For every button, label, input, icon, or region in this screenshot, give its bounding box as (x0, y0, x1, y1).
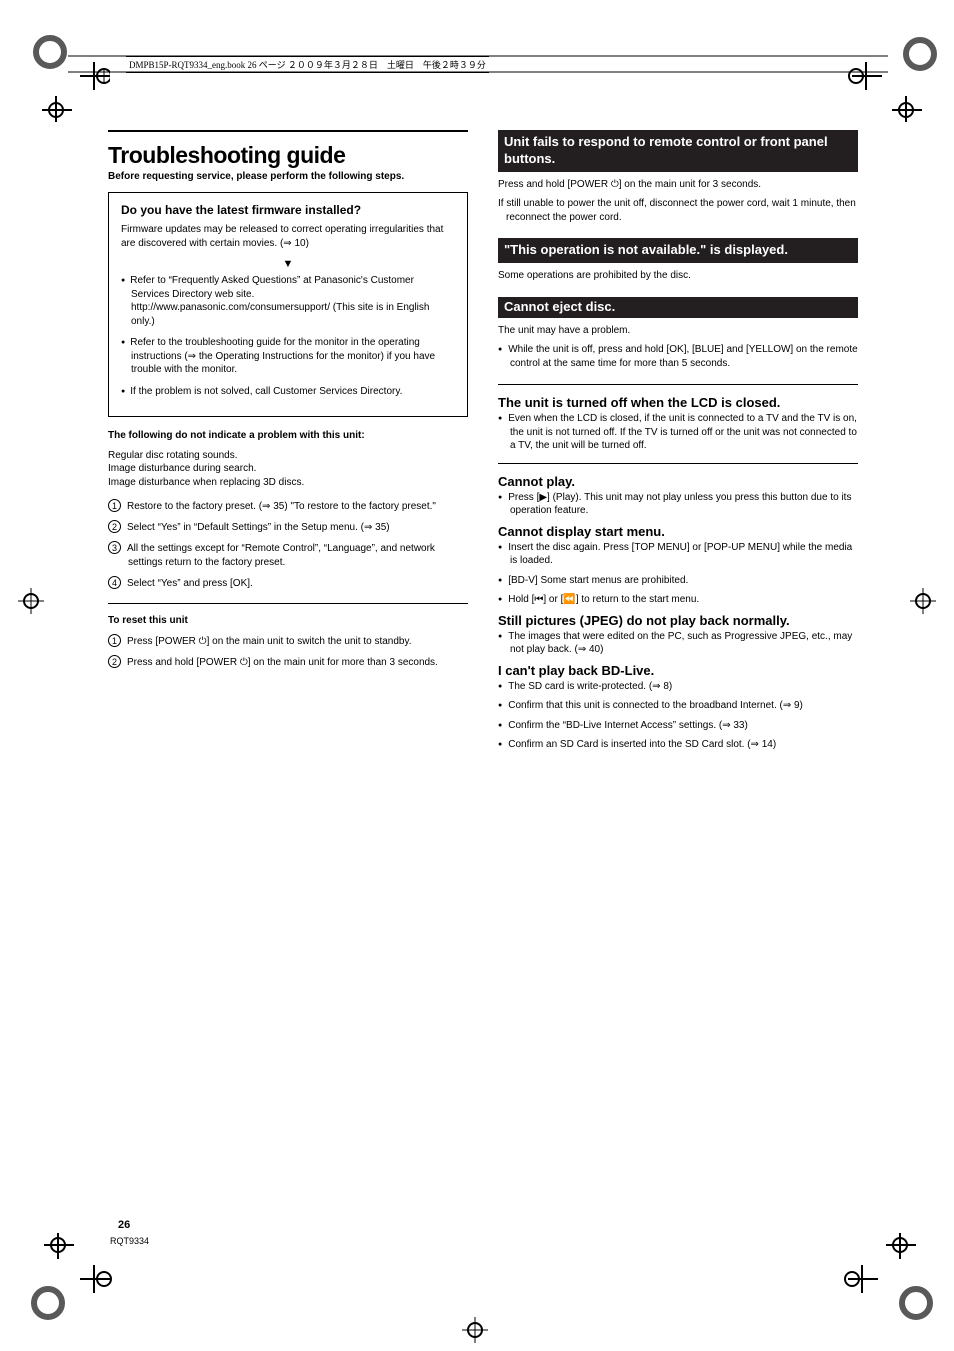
question: Cannot play. (498, 474, 858, 489)
dash-item: Image disturbance during search. (116, 462, 468, 476)
cropmark-bottom-center (460, 1315, 490, 1345)
band-heading: Cannot eject disc. (498, 297, 858, 318)
list-item: 1Restore to the factory preset. (⇒ 35) "… (108, 499, 468, 514)
cropmark-bottom-left (16, 1233, 116, 1323)
firmware-box: Do you have the latest firmware installe… (108, 192, 468, 417)
bullet-item: Even when the LCD is closed, if the unit… (498, 412, 858, 453)
bullet-item: Insert the disc again. Press [TOP MENU] … (498, 541, 858, 568)
step-text: All the settings except for “Remote Cont… (127, 543, 435, 568)
list-item: Refer to “Frequently Asked Questions” at… (121, 274, 455, 328)
box-heading: Do you have the latest firmware installe… (121, 203, 455, 217)
box-bullet-list: Refer to “Frequently Asked Questions” at… (121, 274, 455, 398)
band-body: Some operations are prohibited by the di… (498, 269, 858, 283)
box-arrow: ▼ (121, 258, 455, 270)
title-rule (108, 130, 468, 132)
list-item: Refer to the troubleshooting guide for t… (121, 336, 455, 377)
dash-item: If still unable to power the unit off, d… (506, 197, 858, 224)
section-subtitle: Before requesting service, please perfor… (108, 171, 468, 182)
step-text: Select “Yes” in “Default Settings” in th… (127, 522, 390, 533)
box-lead: Firmware updates may be released to corr… (121, 223, 455, 250)
cropmark-mid-left (16, 586, 46, 616)
question: Still pictures (JPEG) do not play back n… (498, 613, 858, 628)
divider (498, 463, 858, 464)
section-title: Troubleshooting guide (108, 142, 468, 169)
bullet-item: Hold [⏮] or [⏪] to return to the start m… (498, 593, 858, 607)
list-item: 2Select “Yes” in “Default Settings” in t… (108, 520, 468, 535)
step-text: Restore to the factory preset. (⇒ 35) "T… (127, 501, 436, 512)
not-problem-heading: The following do not indicate a problem … (108, 429, 468, 443)
right-column: Unit fails to respond to remote control … (498, 130, 858, 758)
step-text: Press and hold [POWER ⏻] on the main uni… (127, 657, 438, 668)
reset-steps: 1Restore to the factory preset. (⇒ 35) "… (108, 499, 468, 591)
question: Cannot display start menu. (498, 524, 858, 539)
bullet-item: [BD-V] Some start menus are prohibited. (498, 574, 858, 588)
list-item: 3All the settings except for “Remote Con… (108, 541, 468, 570)
reset-heading: To reset this unit (108, 614, 468, 628)
header-text: DMPB15P-RQT9334_eng.book 26 ページ ２００９年３月２… (126, 56, 489, 73)
page-number: 26 (118, 1219, 130, 1231)
list-item: 4Select “Yes” and press [OK]. (108, 576, 468, 591)
step-text: Press [POWER ⏻] on the main unit to swit… (127, 636, 412, 647)
cropmark-mid-right (908, 586, 938, 616)
bullet-item: The images that were edited on the PC, s… (498, 630, 858, 657)
bullet-item: Confirm an SD Card is inserted into the … (498, 738, 858, 752)
divider (108, 603, 468, 604)
list-item: 2Press and hold [POWER ⏻] on the main un… (108, 655, 468, 670)
band-body: Press and hold [POWER ⏻] on the main uni… (498, 178, 858, 192)
bullet-item: Press [▶] (Play). This unit may not play… (498, 491, 858, 518)
left-column: Troubleshooting guide Before requesting … (108, 130, 468, 682)
cropmark-top-left (20, 32, 110, 122)
question: I can't play back BD-Live. (498, 663, 858, 678)
reset-steps-2: 1Press [POWER ⏻] on the main unit to swi… (108, 634, 468, 670)
step-text: Select “Yes” and press [OK]. (127, 578, 253, 589)
list-item: If the problem is not solved, call Custo… (121, 385, 455, 399)
band-heading: Unit fails to respond to remote control … (498, 130, 858, 172)
band-body: The unit may have a problem. (498, 324, 858, 338)
cropmark-bottom-right (842, 1233, 942, 1323)
bullet-item: Confirm the “BD-Live Internet Access” se… (498, 719, 858, 733)
bullet-item: Confirm that this unit is connected to t… (498, 699, 858, 713)
cropmark-top-right (842, 32, 942, 122)
bullet-item: The SD card is write-protected. (⇒ 8) (498, 680, 858, 694)
book-code: RQT9334 (110, 1236, 149, 1246)
dash-item: Regular disc rotating sounds. (116, 449, 468, 463)
bullet-item: While the unit is off, press and hold [O… (498, 343, 858, 370)
list-item: 1Press [POWER ⏻] on the main unit to swi… (108, 634, 468, 649)
band-heading: "This operation is not available." is di… (498, 238, 858, 263)
question: The unit is turned off when the LCD is c… (498, 395, 858, 410)
dash-item: Image disturbance when replacing 3D disc… (116, 476, 468, 490)
divider (498, 384, 858, 385)
